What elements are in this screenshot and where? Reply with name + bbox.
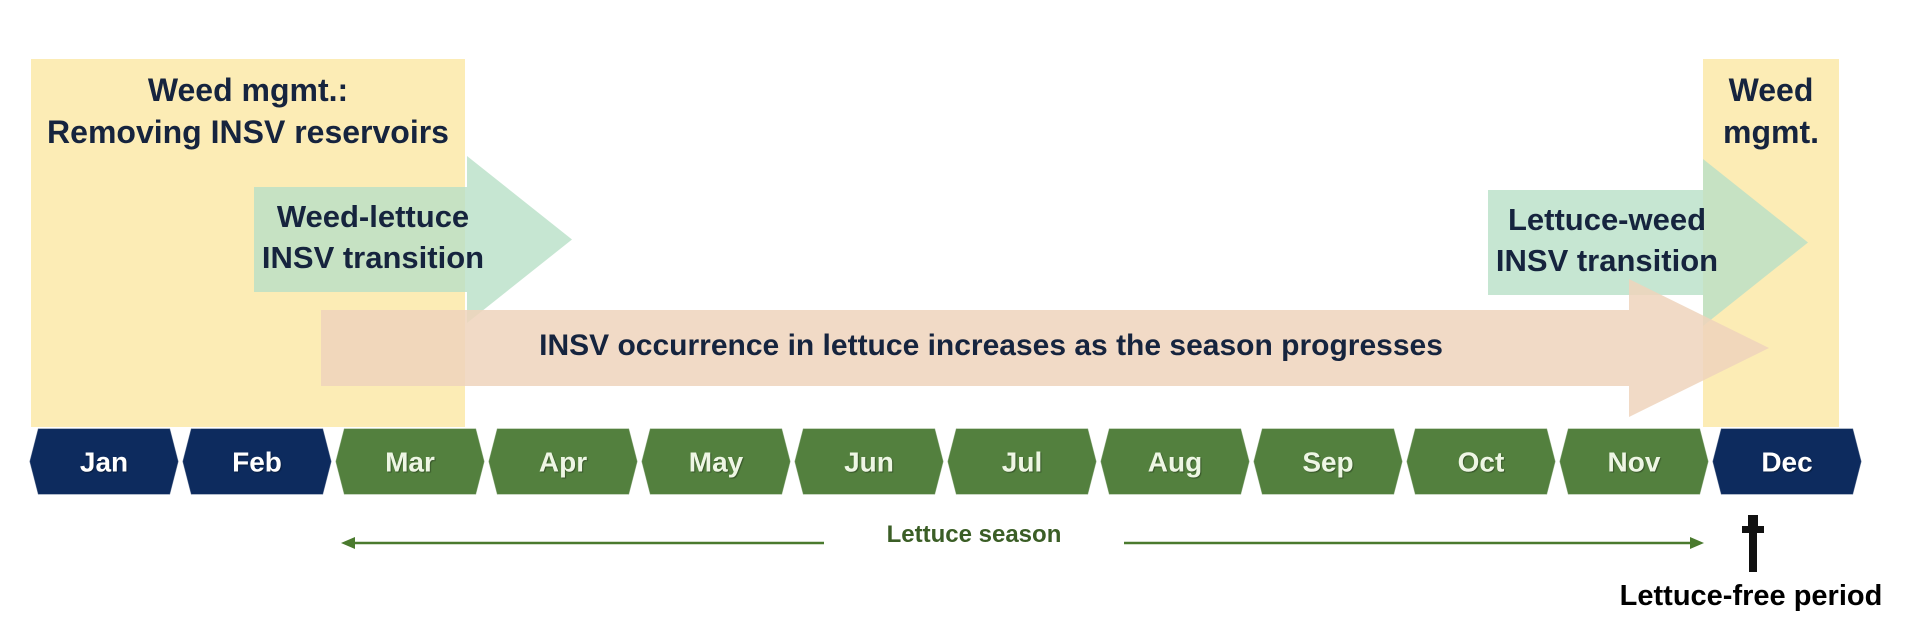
svg-text:Jan: Jan: [80, 447, 128, 478]
svg-text:Aug: Aug: [1148, 447, 1202, 478]
svg-text:Dec: Dec: [1761, 447, 1812, 478]
svg-text:May: May: [689, 447, 744, 478]
svg-text:Jun: Jun: [844, 447, 894, 478]
svg-text:Oct: Oct: [1458, 447, 1505, 478]
svg-text:Nov: Nov: [1608, 447, 1661, 478]
svg-text:Apr: Apr: [539, 447, 587, 478]
svg-text:Sep: Sep: [1302, 447, 1353, 478]
svg-text:Jul: Jul: [1002, 447, 1042, 478]
svg-text:Feb: Feb: [232, 447, 282, 478]
svg-text:Mar: Mar: [385, 447, 435, 478]
